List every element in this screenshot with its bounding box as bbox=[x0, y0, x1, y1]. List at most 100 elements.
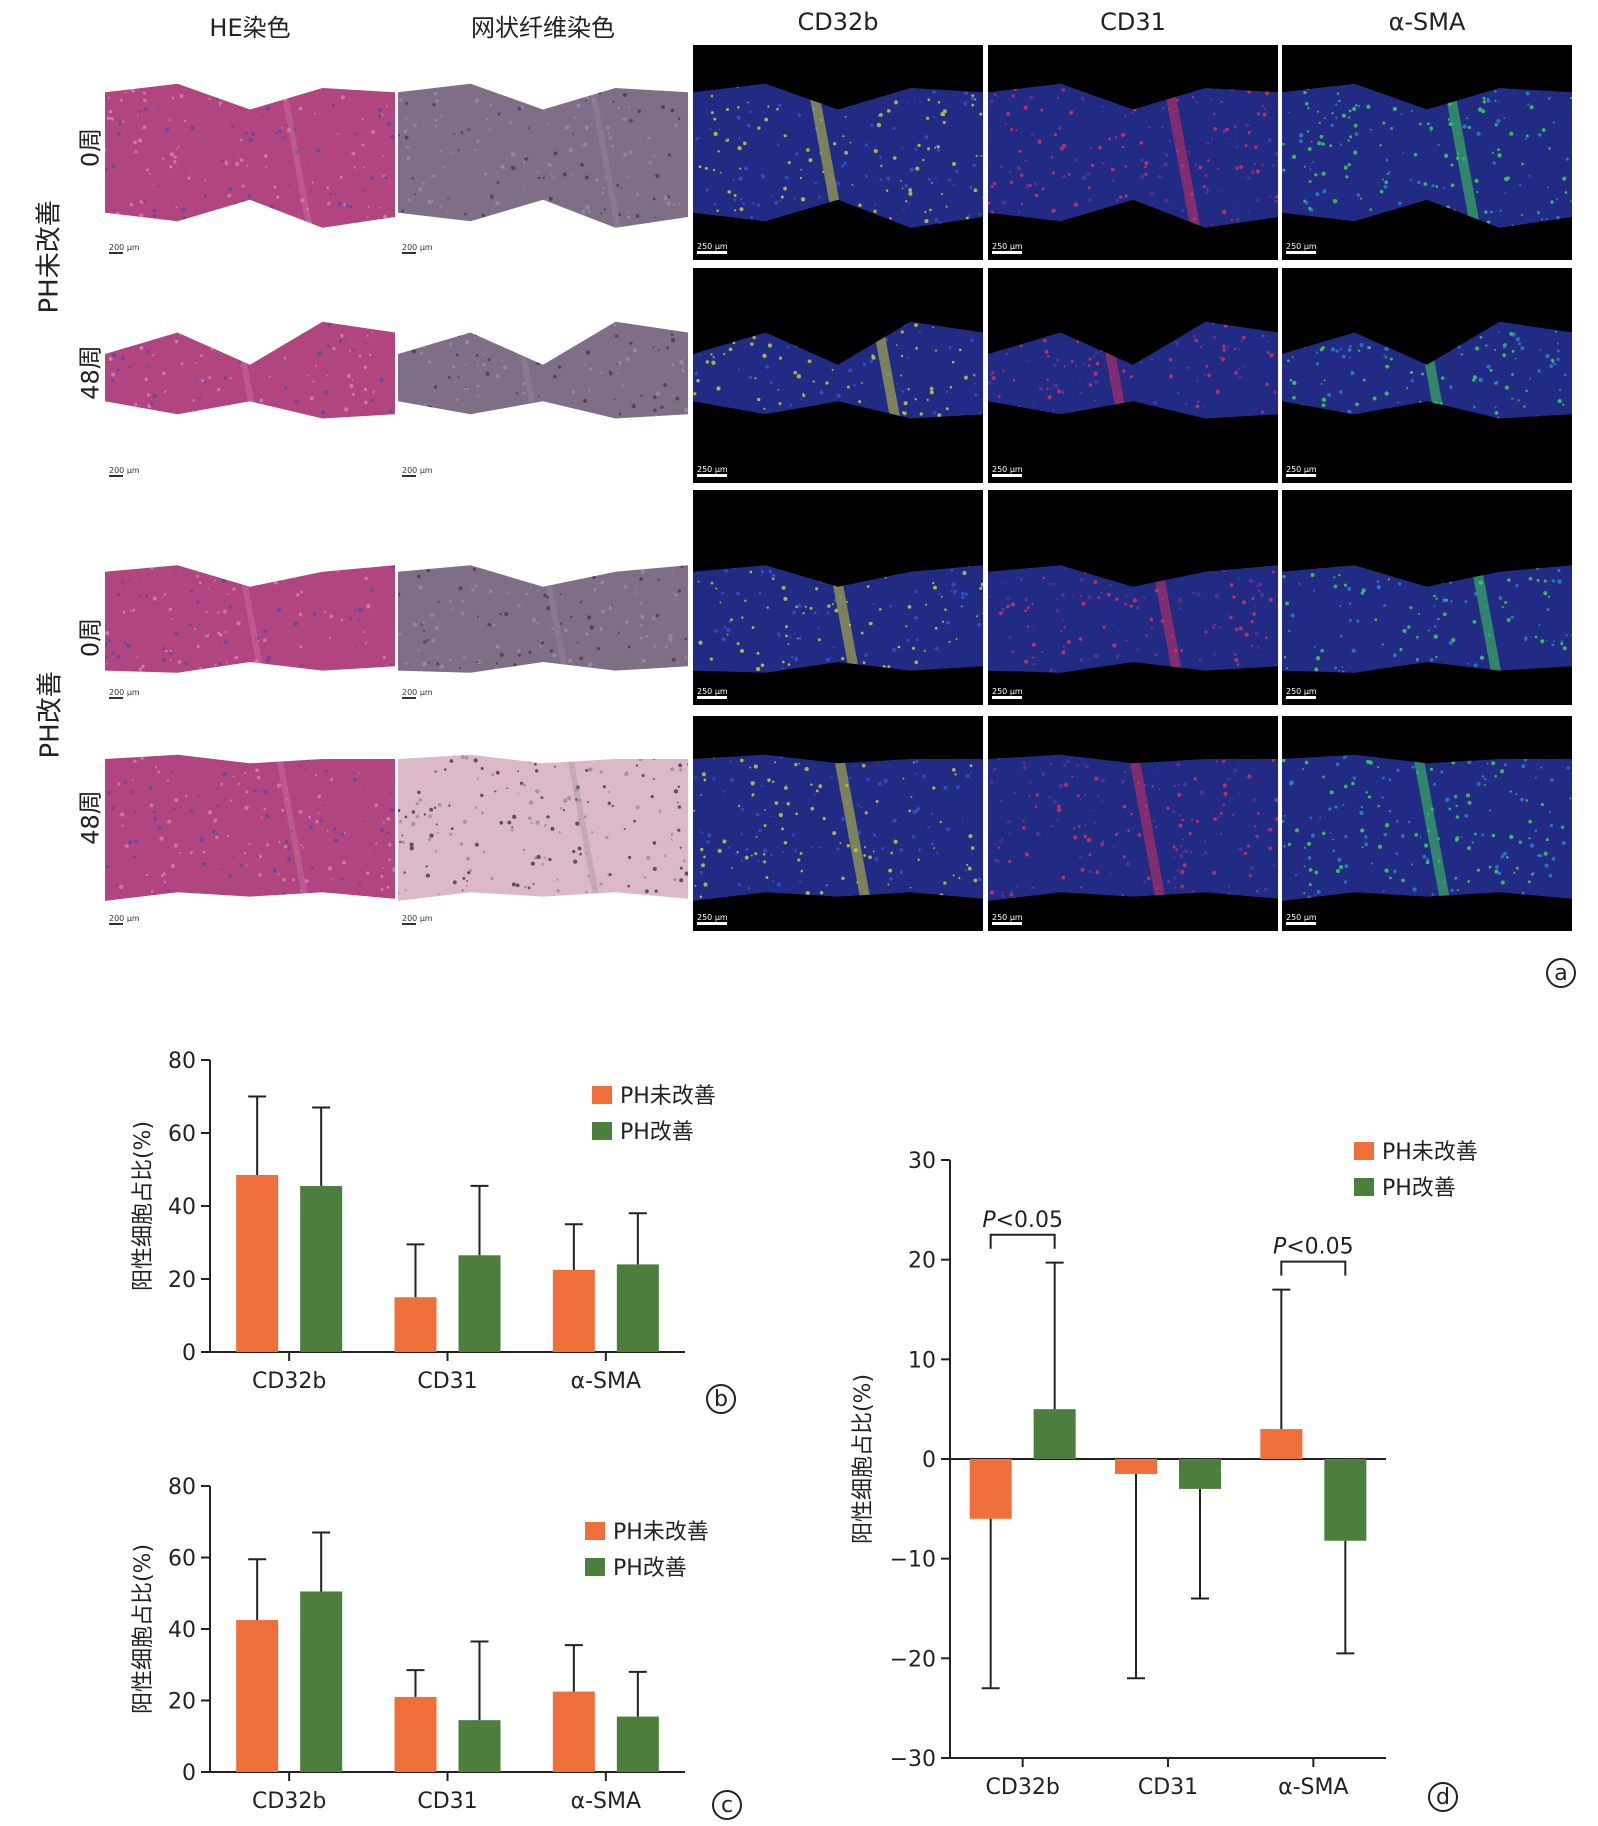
bar-1-0 bbox=[1033, 1409, 1076, 1459]
column-label-he: HE染色 bbox=[209, 14, 291, 42]
scale-bar: 200 μm bbox=[402, 243, 433, 256]
legend-label-1: PH改善 bbox=[620, 1120, 694, 1145]
scale-bar: 250 μm bbox=[992, 242, 1023, 256]
scale-bar: 250 μm bbox=[697, 242, 728, 256]
scale-bar: 250 μm bbox=[1286, 687, 1317, 701]
bar-0-2 bbox=[1260, 1429, 1303, 1459]
x-tick-label: CD32b bbox=[252, 1369, 326, 1394]
panel-letter-c: c bbox=[712, 1790, 742, 1820]
scale-bar-line bbox=[992, 251, 1022, 254]
significance-bracket-0 bbox=[989, 1233, 1056, 1249]
chart-d: −30 −20 −10 0 10 20 30 阳性细胞占比(%) CD32b CD31 α-SMA P… bbox=[851, 1140, 1478, 1800]
scale-bar: 200 μm bbox=[109, 688, 140, 701]
y-tick-label: 60 bbox=[168, 1122, 196, 1147]
y-tick-label: 40 bbox=[168, 1618, 196, 1643]
scale-bar-label: 250 μm bbox=[992, 242, 1023, 251]
x-tick-label: CD32b bbox=[986, 1775, 1060, 1800]
scale-bar-line bbox=[402, 923, 416, 925]
legend-swatch-1 bbox=[1354, 1178, 1374, 1196]
legend-label-0: PH未改善 bbox=[620, 1084, 716, 1109]
y-tick-label: 0 bbox=[182, 1341, 196, 1366]
scale-bar: 200 μm bbox=[109, 914, 140, 927]
scale-bar-line bbox=[1286, 251, 1316, 254]
y-tick-label: 0 bbox=[922, 1448, 936, 1473]
bar-1-2 bbox=[616, 1264, 659, 1352]
chart-b: 0 20 40 60 80 阳性细胞占比(%) CD32b CD31 α-SMA PH未改善 PH改… bbox=[131, 1049, 716, 1394]
micrograph-r1-cd31: 250 μm bbox=[988, 45, 1278, 260]
y-axis-label: 阳性细胞占比(%) bbox=[131, 1121, 156, 1291]
scale-bar-line bbox=[1286, 922, 1316, 925]
bar-1-2 bbox=[1324, 1459, 1367, 1541]
scale-bar-label: 250 μm bbox=[1286, 465, 1317, 474]
scale-bar-line bbox=[109, 697, 123, 699]
y-tick-label: 40 bbox=[168, 1195, 196, 1220]
significance-label-0: P<0.05 bbox=[982, 1208, 1063, 1233]
legend-label-0: PH未改善 bbox=[613, 1520, 709, 1545]
micrograph-r2-cd31: 250 μm bbox=[988, 268, 1278, 483]
micrograph-r2-cd32b: 250 μm bbox=[693, 268, 983, 483]
bar-0-1 bbox=[1115, 1459, 1157, 1474]
scale-bar: 250 μm bbox=[1286, 465, 1317, 479]
micrograph-r3-he: 200 μm bbox=[105, 490, 395, 705]
bar-0-0 bbox=[236, 1174, 279, 1352]
group-label-unimproved: PH未改善 bbox=[34, 200, 65, 314]
row-label-improved-48w: 48周 bbox=[76, 790, 105, 845]
legend-label-0: PH未改善 bbox=[1382, 1140, 1478, 1165]
x-tick-label: CD31 bbox=[417, 1789, 477, 1814]
scale-bar-line bbox=[1286, 474, 1316, 477]
micrograph-r2-ret: 200 μm bbox=[398, 268, 688, 483]
scale-bar: 200 μm bbox=[402, 688, 433, 701]
scale-bar: 250 μm bbox=[1286, 242, 1317, 256]
micrograph-r1-he: 200 μm bbox=[105, 45, 395, 260]
micrograph-r1-cd32b: 250 μm bbox=[693, 45, 983, 260]
y-tick-label: −10 bbox=[890, 1548, 936, 1573]
scale-bar-label: 250 μm bbox=[992, 913, 1023, 922]
scale-bar: 250 μm bbox=[697, 913, 728, 927]
micrograph-r4-asma: 250 μm bbox=[1282, 716, 1572, 931]
scale-bar: 200 μm bbox=[402, 466, 433, 479]
scale-bar-label: 250 μm bbox=[697, 465, 728, 474]
scale-bar: 250 μm bbox=[1286, 913, 1317, 927]
micrograph-r1-ret: 200 μm bbox=[398, 45, 688, 260]
scale-bar-line bbox=[697, 474, 727, 477]
row-label-unimproved-0w: 0周 bbox=[76, 127, 105, 168]
y-tick-label: 10 bbox=[908, 1348, 936, 1373]
y-tick-label: 20 bbox=[168, 1690, 196, 1715]
scale-bar-label: 250 μm bbox=[697, 242, 728, 251]
micrograph-r4-he: 200 μm bbox=[105, 716, 395, 931]
significance-label-1: P<0.05 bbox=[1273, 1235, 1354, 1260]
scale-bar-label: 250 μm bbox=[1286, 913, 1317, 922]
y-tick-label: −30 bbox=[890, 1747, 936, 1772]
y-tick-label: 20 bbox=[168, 1268, 196, 1293]
scale-bar-label: 200 μm bbox=[402, 688, 433, 697]
legend-swatch-0 bbox=[585, 1522, 605, 1540]
panel-letter-b: b bbox=[706, 1384, 736, 1414]
legend-label-1: PH改善 bbox=[613, 1556, 687, 1581]
scale-bar-line bbox=[697, 922, 727, 925]
bar-0-2 bbox=[552, 1691, 595, 1772]
micrograph-r3-cd31: 250 μm bbox=[988, 490, 1278, 705]
bar-0-0 bbox=[969, 1459, 1012, 1519]
scale-bar-line bbox=[109, 923, 123, 925]
bar-1-1 bbox=[458, 1720, 501, 1772]
micrograph-r2-asma: 250 μm bbox=[1282, 268, 1572, 483]
scale-bar: 250 μm bbox=[992, 913, 1023, 927]
y-axis-label: 阳性细胞占比(%) bbox=[131, 1544, 156, 1714]
scale-bar-label: 200 μm bbox=[109, 243, 140, 252]
bar-1-0 bbox=[300, 1185, 343, 1352]
legend-swatch-0 bbox=[592, 1086, 612, 1104]
scale-bar-line bbox=[402, 475, 416, 477]
bar-0-2 bbox=[552, 1269, 595, 1352]
scale-bar-line bbox=[109, 475, 123, 477]
bar-1-2 bbox=[616, 1716, 659, 1772]
scale-bar-line bbox=[992, 922, 1022, 925]
group-label-improved: PH改善 bbox=[35, 671, 66, 759]
significance-bracket-1 bbox=[1280, 1260, 1347, 1276]
x-tick-label: α-SMA bbox=[571, 1369, 641, 1394]
scale-bar-label: 250 μm bbox=[1286, 687, 1317, 696]
bar-1-1 bbox=[458, 1255, 501, 1352]
bar-0-0 bbox=[236, 1620, 279, 1772]
row-label-unimproved-48w: 48周 bbox=[76, 345, 105, 400]
micrograph-r2-he: 200 μm bbox=[105, 268, 395, 483]
scale-bar-label: 250 μm bbox=[992, 687, 1023, 696]
